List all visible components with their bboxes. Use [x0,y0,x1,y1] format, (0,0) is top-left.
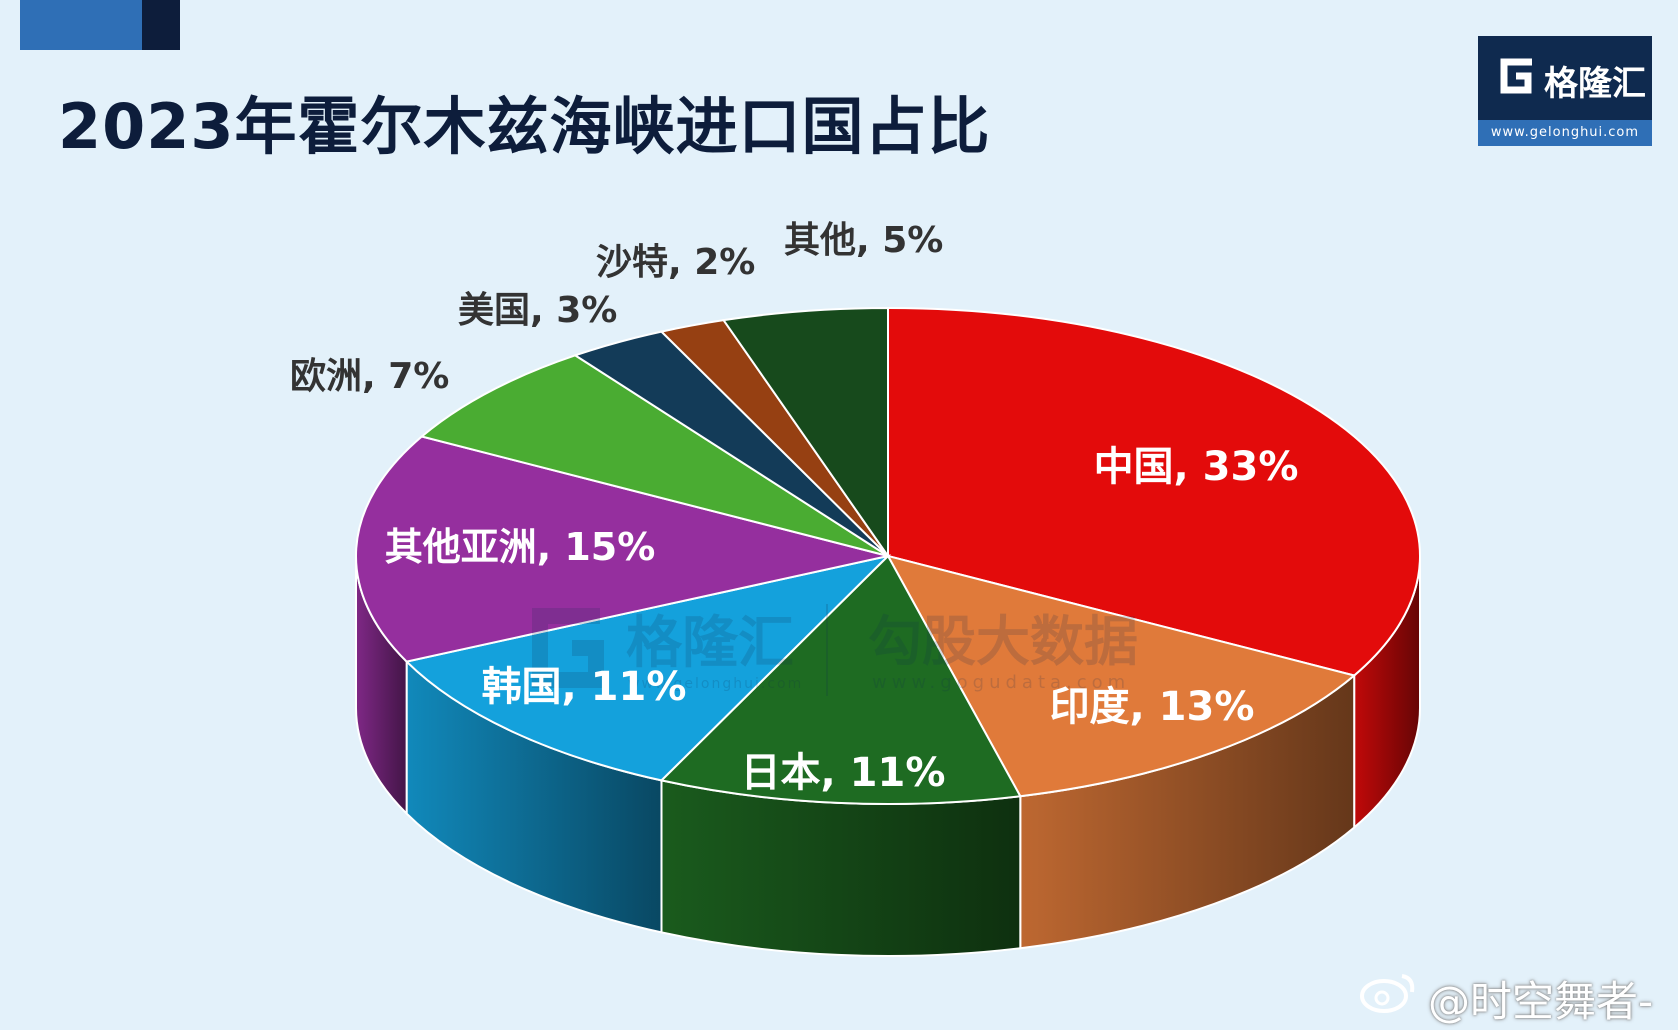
watermark: 格隆汇 www.gelonghui.com 勾股大数据 www.gogudata… [532,604,1138,696]
slice-label-7: 美国, 3% [458,290,617,331]
page-title: 2023年霍尔木兹海峡进口国占比 [58,90,991,163]
slice-label-9: 其他, 5% [784,220,943,261]
slice-label-3: 日本, 11% [741,750,946,796]
logo-url: www.gelonghui.com [1478,120,1652,146]
slice-label-6: 欧洲, 7% [290,356,449,397]
weibo-handle: @时空舞者- [1428,977,1654,1026]
pie-slice-1 [887,306,1422,677]
watermark-logo-icon [532,608,604,688]
slice-label-4: 韩国, 11% [482,664,687,710]
watermark-brand2-url: www.gogudata.com [872,672,1130,693]
pie-slice-2 [886,554,1357,798]
pie-slices [355,306,1422,805]
weibo-icon [1360,974,1415,1013]
slice-label-8: 沙特, 2% [596,242,755,283]
pie-slice-6 [419,354,889,557]
header-accent-bar-dark [142,0,180,50]
pie-slice-3 [659,554,1022,805]
pie-slice-5 [355,435,889,663]
slice-label-2: 印度, 13% [1050,684,1255,730]
pie-side-walls [355,555,1421,957]
pie-side-3 [660,779,1022,957]
watermark-brand2: 勾股大数据 [868,610,1138,673]
slice-label-1: 中国, 33% [1094,444,1299,490]
watermark-brand1: 格隆汇 [626,611,794,676]
brand-logo: 格隆汇 www.gelonghui.com [1478,36,1652,146]
watermark-brand1-url: www.gelonghui.com [628,676,803,692]
header-accent-bar [20,0,142,50]
gelonghui-logo-icon [1500,58,1532,94]
slice-label-5: 其他亚洲, 15% [385,525,656,569]
watermark-divider [826,604,828,696]
pie-slice-4 [404,554,892,782]
pie-slice-9 [721,306,889,560]
slice-labels: 中国, 33% 印度, 13% 日本, 11% 韩国, 11% 其他亚洲, 15% 欧洲,… [290,220,1298,796]
logo-name: 格隆汇 [1544,64,1646,104]
